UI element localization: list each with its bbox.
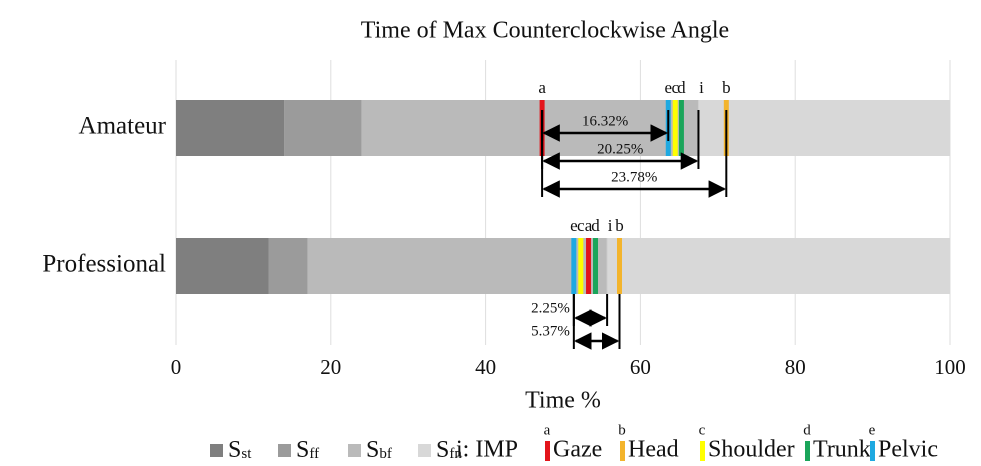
legend-key: a [544, 422, 551, 438]
event-mark [586, 238, 592, 294]
x-tick-label: 60 [630, 355, 651, 379]
legend-swatch [870, 441, 875, 461]
legend-label: i: IMP [456, 437, 518, 463]
y-tick-label: Amateur [79, 113, 167, 140]
legend-label: Trunk [813, 437, 871, 463]
bar-segment [698, 100, 950, 156]
bar-segment [284, 100, 362, 156]
legend-key: c [699, 422, 706, 438]
legend-subscript: ff [309, 446, 319, 462]
event-mark [617, 238, 623, 294]
legend-swatch [348, 444, 361, 457]
legend-label: Sff [296, 437, 319, 463]
event-key: d [677, 78, 686, 97]
legend-subscript: fn [449, 446, 462, 462]
event-key: d [591, 216, 600, 235]
legend-swatch [700, 441, 705, 461]
legend-label: Sbf [366, 437, 392, 463]
legend-name: S [366, 437, 379, 463]
legend-swatch [418, 444, 431, 457]
legend-label: Sfn [436, 437, 462, 463]
bar-segment [607, 238, 950, 294]
legend-label: Gaze [553, 437, 602, 463]
event-key: e [570, 216, 578, 235]
event-key: e [664, 78, 672, 97]
x-tick-label: 100 [934, 355, 966, 379]
x-tick-label: 0 [171, 355, 182, 379]
event-key: a [585, 216, 593, 235]
interval-label: 20.25% [597, 141, 643, 157]
legend-label: Sst [228, 437, 252, 463]
event-key: b [722, 78, 731, 97]
event-mark [593, 238, 599, 294]
legend-swatch [620, 441, 625, 461]
legend-subscript: st [241, 446, 252, 462]
x-tick-label: 20 [320, 355, 341, 379]
event-key: c [671, 78, 679, 97]
event-key: i [608, 216, 613, 235]
legend-name: S [436, 437, 449, 463]
bar-segment [176, 238, 269, 294]
y-tick-label: Professional [42, 251, 166, 278]
legend-key: d [803, 422, 811, 438]
interval-label: 2.25% [531, 300, 570, 316]
bar-segment [361, 100, 699, 156]
x-tick-label: 80 [785, 355, 806, 379]
event-key: i [699, 78, 704, 97]
legend-swatch [545, 441, 550, 461]
legend-label: Pelvic [878, 437, 938, 463]
legend-swatch [210, 444, 223, 457]
chart-title: Time of Max Counterclockwise Angle [361, 18, 729, 44]
legend-label: Shoulder [708, 437, 795, 463]
legend-key: b [618, 422, 626, 438]
interval-label: 16.32% [582, 113, 628, 129]
bar-segment [176, 100, 285, 156]
legend-key: e [869, 422, 876, 438]
legend-name: S [228, 437, 241, 463]
bar-segment [268, 238, 308, 294]
event-mark [571, 238, 577, 294]
event-mark [578, 238, 584, 294]
legend-label: Head [628, 437, 679, 463]
legend-subscript: bf [379, 446, 392, 462]
interval-label: 23.78% [611, 169, 657, 185]
legend-name: S [296, 437, 309, 463]
legend-swatch [805, 441, 810, 461]
bar-segment [307, 238, 608, 294]
legend-swatch [278, 444, 291, 457]
event-mark [672, 100, 678, 156]
event-key: a [538, 78, 546, 97]
x-axis-title: Time % [525, 388, 601, 414]
event-key: c [577, 216, 585, 235]
interval-label: 5.37% [531, 323, 570, 339]
event-mark [678, 100, 684, 156]
x-tick-label: 40 [475, 355, 496, 379]
event-key: b [615, 216, 624, 235]
